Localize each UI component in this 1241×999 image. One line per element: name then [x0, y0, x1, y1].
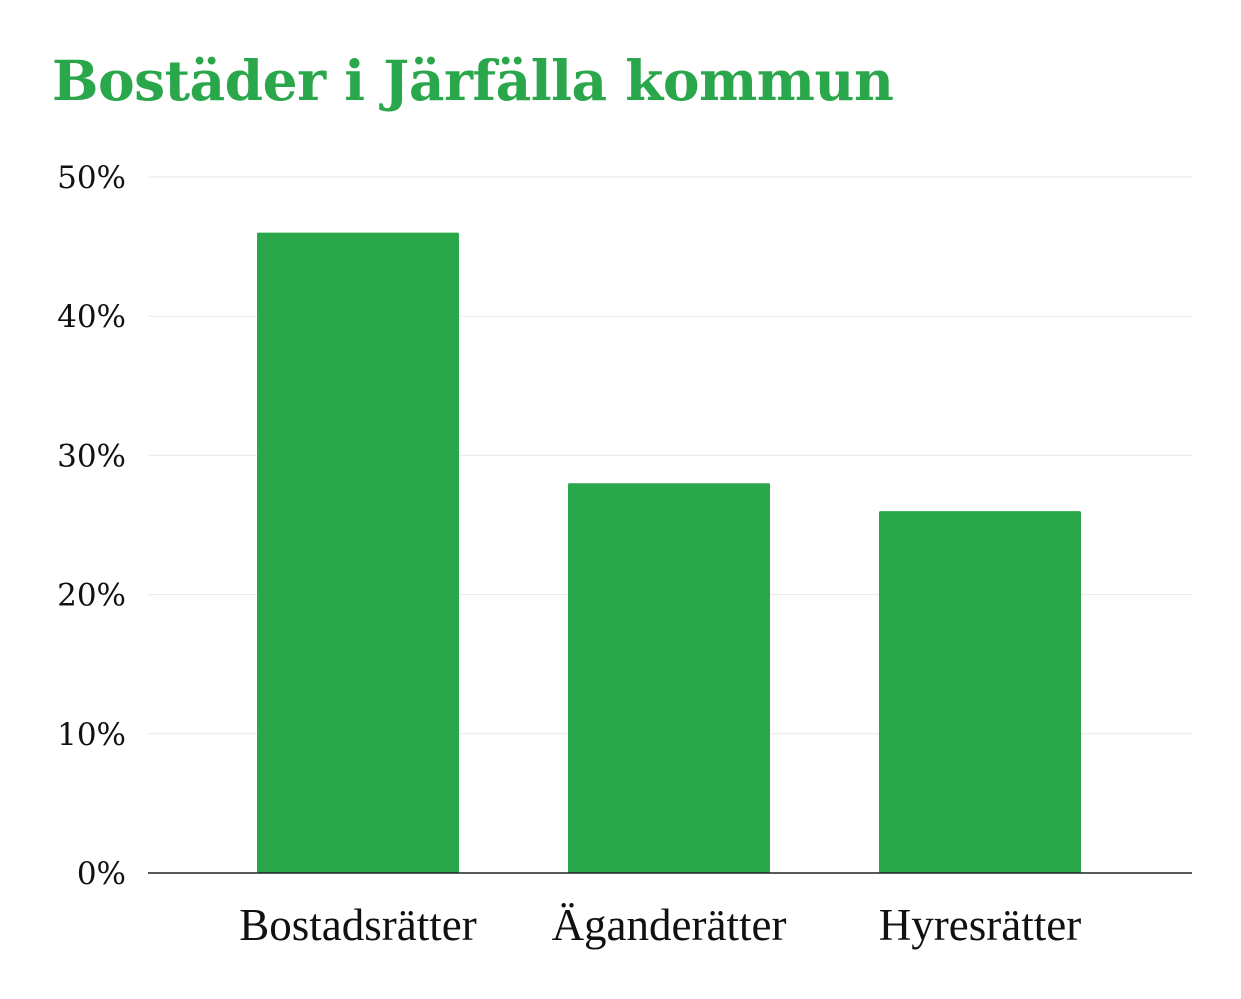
chart-title: Bostäder i Järfälla kommun — [52, 48, 894, 113]
y-tick-label: 20% — [57, 578, 126, 614]
y-tick-label: 30% — [57, 438, 126, 474]
x-category-label: Bostadsrätter — [239, 900, 476, 950]
y-tick-label: 0% — [77, 856, 126, 892]
y-tick-label: 10% — [57, 717, 126, 753]
y-tick-label: 40% — [57, 299, 126, 335]
x-axis-labels: Bostadsrätter Äganderätter Hyresrätter — [239, 900, 1081, 950]
bars — [257, 232, 1081, 873]
x-category-label: Hyresrätter — [879, 900, 1081, 950]
bar-äganderätter — [568, 483, 770, 873]
bar-bostadsrätter — [257, 232, 459, 873]
x-category-label: Äganderätter — [552, 900, 787, 950]
bar-hyresrätter — [879, 511, 1081, 873]
y-axis-ticks: 0% 10% 20% 30% 40% 50% — [57, 160, 126, 892]
y-tick-label: 50% — [57, 160, 126, 196]
